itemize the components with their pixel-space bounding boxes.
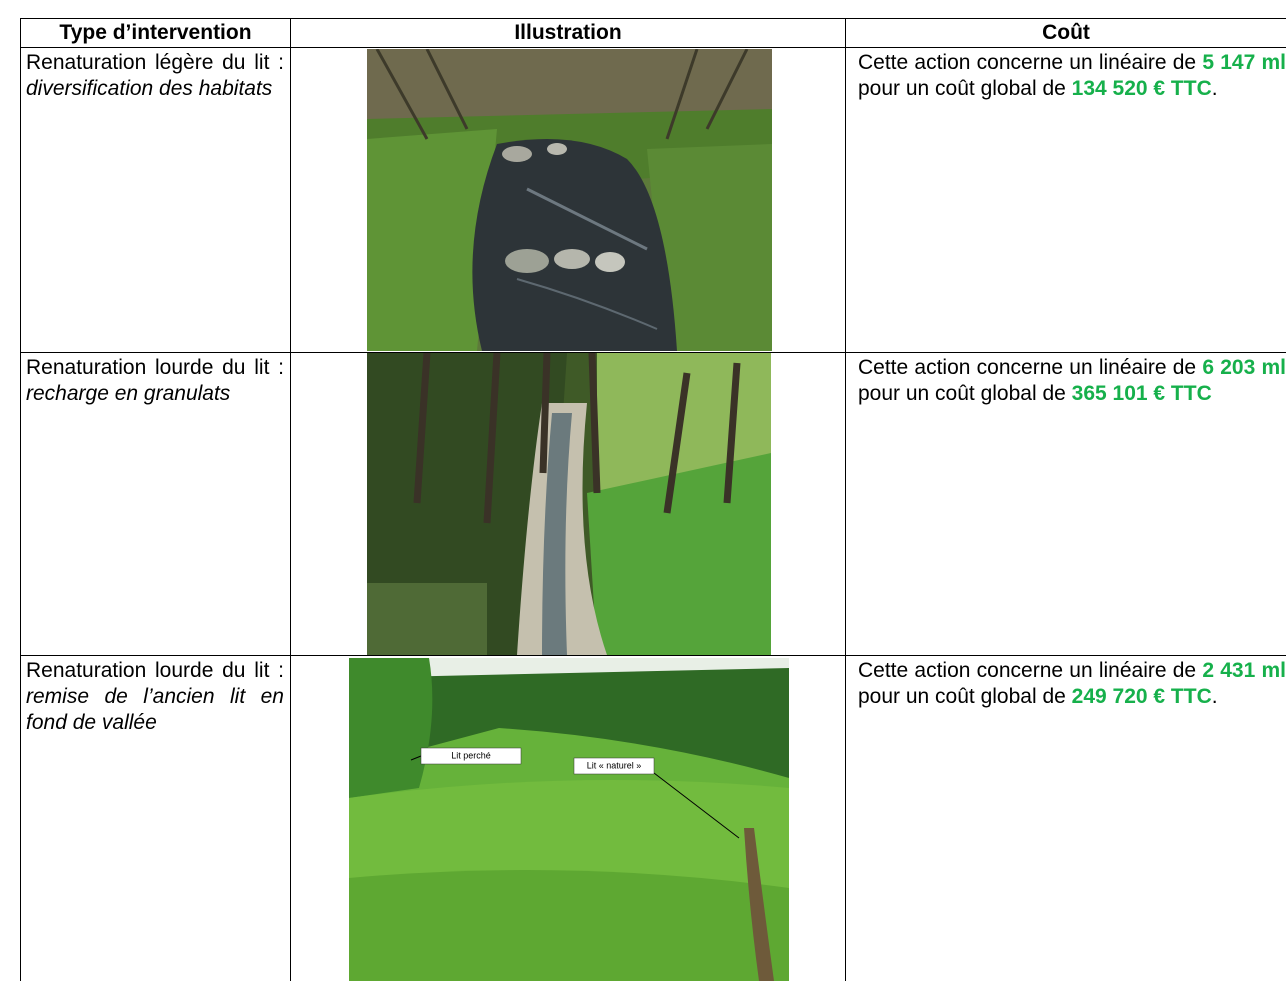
image-cell [290, 655, 845, 981]
cost-text: pour un coût global de [858, 77, 1066, 100]
photo: Lit perché Lit « naturel » [349, 658, 789, 981]
type-detail: recharge en granulats [26, 382, 231, 405]
cost-text: pour un coût global de [858, 382, 1066, 405]
cost-length: 2 431 ml [1202, 659, 1286, 682]
type-text: Renaturation lourde du lit : [26, 356, 284, 379]
cost-cell: Cette action concerne un linéaire de 2 4… [845, 655, 1286, 981]
cost-text: Cette action concerne un linéaire de [858, 356, 1197, 379]
table-border [20, 18, 1286, 19]
header-text: Type d’intervention [59, 21, 252, 44]
type-cell: Renaturation lourde du lit : remise de l… [20, 655, 290, 981]
cost-cell: Cette action concerne un linéaire de 5 1… [845, 47, 1286, 353]
type-text: Renaturation légère du lit : [26, 51, 284, 74]
header-cell: Coût [845, 18, 1286, 48]
type-detail: remise de l’ancien lit en fond de vallée [26, 685, 284, 734]
type-detail: diversification des habitats [26, 77, 273, 100]
cost-text: pour un coût global de [858, 685, 1066, 708]
cost-length: 5 147 ml [1202, 51, 1286, 74]
type-text: Renaturation lourde du lit : [26, 659, 284, 682]
header-cell: Illustration [290, 18, 845, 48]
cost-text: Cette action concerne un linéaire de [858, 51, 1197, 74]
cost-length: 6 203 ml [1202, 356, 1286, 379]
type-cell: Renaturation lourde du lit : recharge en… [20, 352, 290, 656]
cost-end: . [1211, 77, 1218, 100]
cost-amount: 365 101 € TTC [1071, 382, 1212, 405]
type-cell: Renaturation légère du lit : diversifica… [20, 47, 290, 353]
image-label: Lit perché [451, 750, 491, 760]
cost-amount: 249 720 € TTC [1071, 685, 1212, 708]
header-text: Coût [1042, 21, 1090, 44]
image-cell [290, 47, 845, 353]
header-text: Illustration [514, 21, 622, 44]
cost-amount: 134 520 € TTC [1071, 77, 1212, 100]
cost-text: Cette action concerne un linéaire de [858, 659, 1197, 682]
image-cell [290, 352, 845, 656]
cost-cell: Cette action concerne un linéaire de 6 2… [845, 352, 1286, 656]
header-cell: Type d’intervention [20, 18, 290, 48]
image-label: Lit « naturel » [587, 760, 642, 770]
photo [367, 353, 771, 655]
photo [367, 49, 772, 351]
cost-end: . [1211, 685, 1218, 708]
